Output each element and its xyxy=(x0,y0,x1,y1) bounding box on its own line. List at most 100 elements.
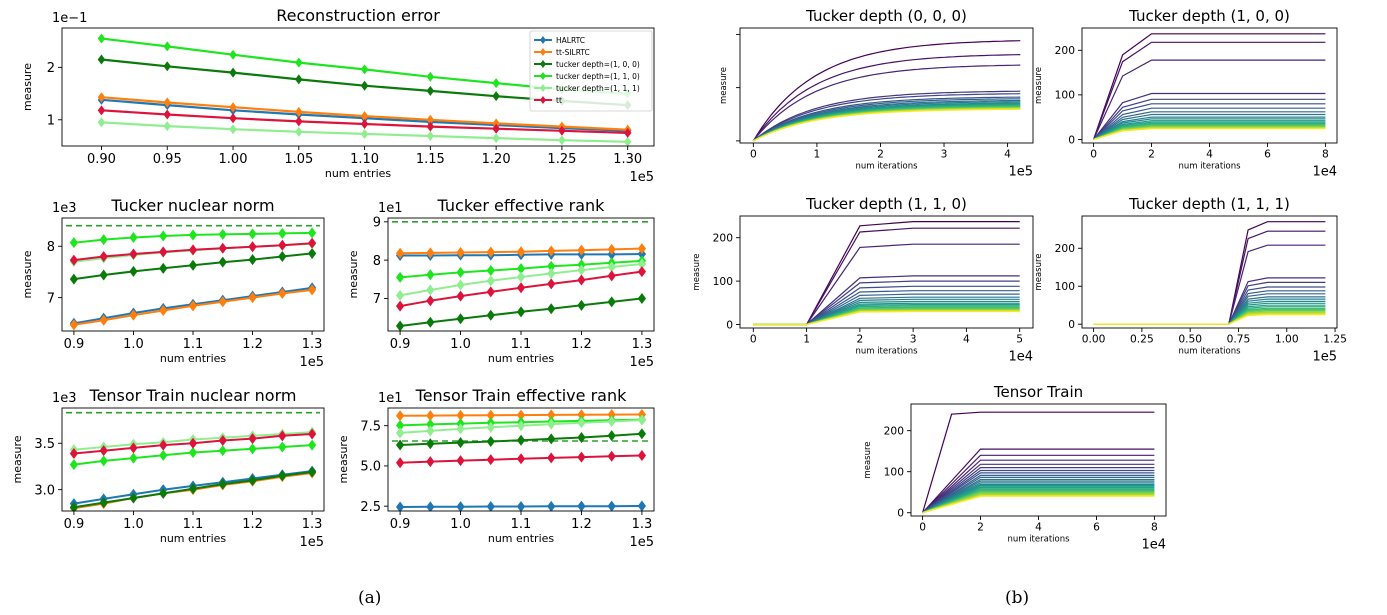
x-tick-label: 4 xyxy=(1004,148,1011,161)
data-point-marker xyxy=(218,478,227,490)
iteration-curve xyxy=(752,96,1021,142)
data-point-marker xyxy=(69,447,79,459)
y-tick-label: 100 xyxy=(713,275,734,288)
data-point-marker xyxy=(159,487,168,499)
y-multiplier-label: 1e1 xyxy=(378,201,403,216)
iteration-curve xyxy=(922,448,1155,514)
iteration-curve xyxy=(922,454,1155,514)
x-multiplier-label: 1e4 xyxy=(1312,165,1337,180)
data-point-marker xyxy=(456,423,465,435)
axes-frame xyxy=(739,27,1034,144)
data-point-marker xyxy=(516,246,526,258)
x-axis-label: num iterations xyxy=(1178,162,1241,172)
data-point-marker xyxy=(547,433,556,445)
data-point-marker xyxy=(99,314,108,326)
iteration-curve xyxy=(1093,59,1326,140)
iteration-curve xyxy=(1093,33,1326,140)
data-point-marker xyxy=(360,64,369,75)
data-point-marker xyxy=(395,289,405,301)
data-point-marker xyxy=(516,271,526,283)
x-tick-label: 1.25 xyxy=(547,152,576,167)
y-axis-label: measure xyxy=(21,63,34,111)
axes-frame xyxy=(1081,215,1338,329)
data-point-marker xyxy=(163,121,171,132)
chart-panel: 0 1 2 3 4 5 0 100 200 Tucker depth (1, 1, 0) num i… xyxy=(692,195,1034,365)
data-point-marker xyxy=(295,74,303,85)
plot-area xyxy=(1093,33,1326,140)
data-point-marker xyxy=(159,304,168,316)
data-point-marker xyxy=(248,254,257,266)
data-point-marker xyxy=(395,271,405,283)
iteration-curve xyxy=(753,108,1021,142)
chart-title: Tensor Train effective rank xyxy=(415,386,627,405)
chart-title: Tucker depth (1, 1, 1) xyxy=(1128,195,1290,213)
iteration-curve xyxy=(1093,111,1326,140)
iteration-curve xyxy=(753,310,1020,326)
plot-area xyxy=(922,411,1155,514)
data-point-marker xyxy=(97,54,106,65)
data-point-marker xyxy=(218,434,227,446)
y-tick-label: 7 xyxy=(373,292,381,307)
data-point-marker xyxy=(229,113,237,124)
data-point-marker xyxy=(159,262,168,274)
y-axis-label: measure xyxy=(692,253,702,290)
x-tick-label: 0 xyxy=(919,521,926,534)
x-tick-label: 1.2 xyxy=(242,337,263,352)
data-point-marker xyxy=(97,117,106,128)
chart-panel: 0.9 1.0 1.1 1.2 1.3 2.5 5.0 7.5 Tensor Train eff… xyxy=(337,386,655,550)
data-point-marker xyxy=(307,439,317,451)
x-tick-label: 1.0 xyxy=(123,337,144,352)
data-point-marker xyxy=(295,116,303,127)
y-tick-label: 200 xyxy=(1055,44,1076,57)
y-tick-label: 0 xyxy=(1068,133,1075,146)
iteration-curve xyxy=(1093,103,1326,140)
x-axis-label: num iterations xyxy=(855,347,918,357)
y-tick-label: 9 xyxy=(373,216,381,231)
chart-panel: 0.90 0.95 1.00 1.05 1.10 1.15 1.20 1.25 1.30 1 2 Re… xyxy=(21,6,655,185)
y-tick-label: 0 xyxy=(726,318,733,331)
data-point-marker xyxy=(637,428,647,440)
iteration-curve xyxy=(752,98,1021,142)
data-point-marker xyxy=(426,131,435,142)
data-point-marker xyxy=(607,450,616,462)
x-axis-label: num entries xyxy=(488,352,555,365)
data-point-marker xyxy=(456,313,465,325)
chart-title: Tucker nuclear norm xyxy=(110,196,274,215)
y-tick-label: 7 xyxy=(47,291,55,306)
x-tick-label: 4 xyxy=(1035,521,1042,534)
chart-title: Tucker depth (0, 0, 0) xyxy=(805,7,967,25)
data-point-marker xyxy=(607,270,616,282)
iteration-curve xyxy=(753,310,1020,326)
iteration-curve xyxy=(752,99,1021,142)
x-tick-label: 1.1 xyxy=(511,337,532,352)
y-axis-label: measure xyxy=(337,435,350,483)
chart-title: Reconstruction error xyxy=(276,6,440,25)
data-point-marker xyxy=(395,439,405,451)
plot-area xyxy=(66,411,320,511)
x-tick-label: 0.95 xyxy=(153,152,182,167)
data-point-marker xyxy=(99,497,108,509)
data-point-marker xyxy=(486,435,495,447)
data-point-marker xyxy=(395,320,405,331)
data-point-marker xyxy=(426,295,435,307)
data-point-marker xyxy=(395,410,405,422)
data-point-marker xyxy=(516,453,526,465)
iteration-curve xyxy=(752,54,1021,142)
figure-canvas: 0.90 0.95 1.00 1.05 1.10 1.15 1.20 1.25 1.3012Re… xyxy=(11,6,1347,553)
data-point-marker xyxy=(278,227,287,239)
x-tick-label: 1.15 xyxy=(416,152,445,167)
iteration-curve xyxy=(1093,290,1326,325)
data-point-marker xyxy=(547,268,556,280)
iteration-curve xyxy=(1093,314,1326,325)
chart-panel: 0.00 0.25 0.50 0.75 1.00 1.25 0 100 200 Tucker de… xyxy=(1034,195,1347,365)
x-tick-label: 1.3 xyxy=(302,337,323,352)
y-tick-label: 100 xyxy=(884,466,905,479)
data-point-marker xyxy=(99,251,108,263)
y-axis-label: measure xyxy=(719,67,729,104)
data-point-marker xyxy=(248,241,257,253)
y-tick-label: 100 xyxy=(1055,89,1076,102)
data-point-marker xyxy=(188,483,198,495)
data-point-marker xyxy=(516,306,526,318)
y-tick-label: 200 xyxy=(1055,242,1076,255)
chart-title: Tucker depth (1, 0, 0) xyxy=(1128,7,1290,25)
